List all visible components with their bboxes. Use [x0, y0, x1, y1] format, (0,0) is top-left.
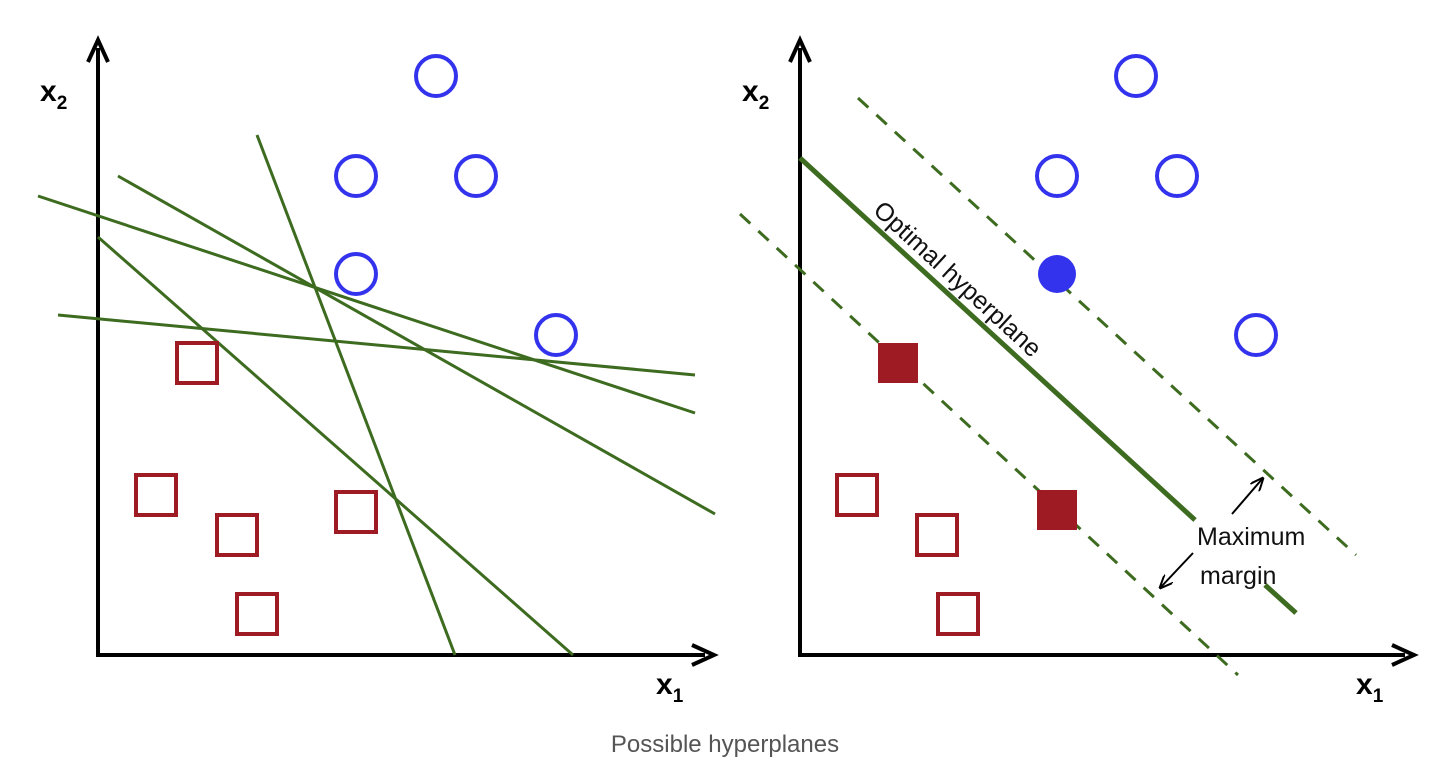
circle-point: [1114, 54, 1158, 98]
margin-arrow-down: [1160, 552, 1194, 588]
square-point: [235, 592, 279, 636]
candidate-line-3: [57, 313, 696, 377]
circle-point: [334, 252, 378, 296]
circle-point: [1155, 154, 1199, 198]
square-point: [835, 473, 879, 517]
margin-arrow-up: [1231, 478, 1263, 515]
circle-point: [1234, 313, 1278, 357]
right-circles: [1035, 54, 1278, 357]
candidate-hyperplanes: [37, 134, 716, 657]
support-vector-circle: [1038, 255, 1076, 293]
svm-hyperplane-figure: x2 x1: [37, 35, 1419, 707]
lower-margin-line: [738, 212, 1240, 677]
left-squares: [134, 341, 378, 636]
support-vector-square: [1037, 490, 1077, 530]
square-point: [936, 592, 980, 636]
square-point: [215, 513, 259, 557]
square-point: [915, 513, 959, 557]
square-point: [134, 473, 178, 517]
upper-margin-line: [856, 96, 1358, 557]
support-vector-square: [878, 343, 918, 383]
maximum-margin-label-line2: margin: [1200, 562, 1276, 590]
right-panel: x2 x1 Optimal hyperplane Maximum: [738, 35, 1419, 707]
optimal-hyperplane-label: Optimal hyperplane: [868, 196, 1047, 363]
right-y-axis-label: x2: [742, 75, 769, 114]
candidate-line-4: [97, 235, 574, 657]
right-x-axis-label: x1: [1356, 668, 1384, 707]
candidate-line-2: [117, 174, 716, 516]
optimal-hyperplane-line-tail: [1263, 583, 1298, 615]
optimal-hyperplane-line: [798, 156, 1197, 522]
candidate-line-1: [37, 194, 696, 415]
left-x-axis-label: x1: [656, 668, 684, 707]
maximum-margin-label-line1: Maximum: [1197, 523, 1305, 551]
figure-caption: Possible hyperplanes: [610, 731, 840, 758]
circle-point: [414, 54, 458, 98]
right-squares: [835, 473, 980, 636]
square-point: [334, 490, 378, 534]
left-circles: [334, 54, 578, 357]
left-panel: x2 x1: [37, 35, 719, 707]
square-point: [175, 341, 219, 385]
circle-point: [1035, 154, 1079, 198]
candidate-line-5: [255, 134, 457, 656]
circle-point: [334, 154, 378, 198]
circle-point: [454, 154, 498, 198]
left-y-axis-label: x2: [40, 75, 67, 114]
circle-point: [534, 313, 578, 357]
